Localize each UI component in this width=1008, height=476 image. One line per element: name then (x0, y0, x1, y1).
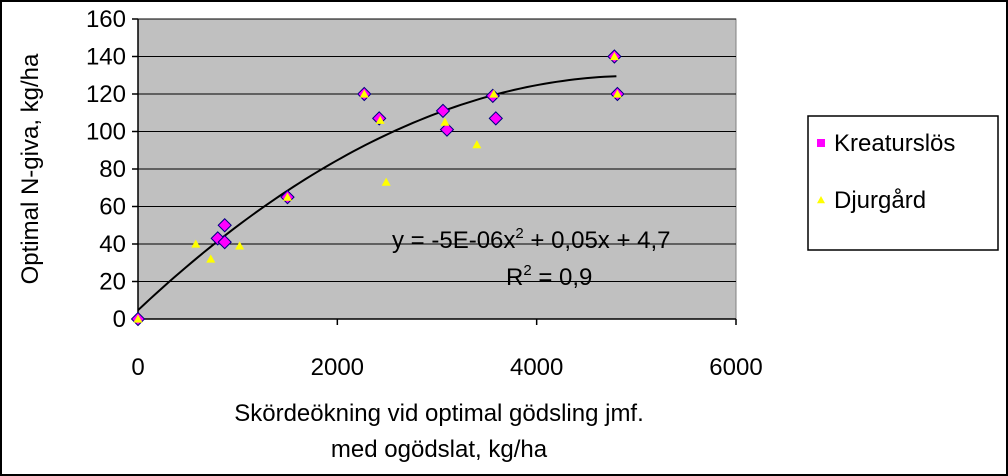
y-tick-label: 40 (99, 231, 126, 258)
point-djurgard (235, 241, 245, 250)
legend-label: Kreaturslös (834, 130, 955, 157)
equation-exponent: 2 (515, 225, 523, 242)
point-kreaturslos (435, 103, 451, 119)
trendline-equation: y = -5E-06x2 + 0,05x + 4,7 (392, 225, 671, 254)
x-tick-label: 6000 (709, 354, 762, 381)
y-tick-label: 60 (99, 194, 126, 221)
x-tick-label: 2000 (311, 354, 364, 381)
x-tick-label: 4000 (510, 354, 563, 381)
r2-text: R (506, 264, 523, 291)
point-djurgard (440, 117, 450, 126)
equation-text: y = -5E-06x (392, 227, 515, 254)
r2-text: = 0,9 (532, 264, 593, 291)
x-axis-title-line: med ogödslat, kg/ha (331, 436, 548, 463)
equation-text: + 0,05x + 4,7 (524, 227, 671, 254)
point-kreaturslos (217, 234, 232, 250)
point-djurgard (133, 314, 143, 323)
point-djurgard (489, 89, 499, 98)
x-tick-label: 0 (131, 354, 144, 381)
point-djurgard (612, 89, 622, 98)
point-kreaturslos (217, 218, 232, 233)
y-tick-label: 140 (86, 44, 126, 71)
point-djurgard (381, 177, 391, 186)
legend-box (807, 115, 999, 251)
point-djurgard (609, 52, 619, 61)
r2-exponent: 2 (523, 262, 531, 279)
point-djurgard (472, 140, 482, 149)
r-squared-label: R2 = 0,9 (506, 262, 592, 291)
point-djurgard (283, 192, 292, 201)
point-djurgard (359, 89, 369, 98)
point-djurgard (375, 115, 385, 124)
point-kreaturslos (439, 122, 455, 137)
y-tick-label: 0 (113, 306, 126, 333)
point-djurgard (206, 254, 216, 263)
legend-swatch-djurgard (817, 196, 825, 204)
y-tick-label: 20 (99, 269, 126, 296)
point-djurgard (191, 239, 201, 248)
y-tick-label: 160 (86, 6, 126, 33)
legend-label: Djurgård (834, 187, 926, 214)
y-tick-label: 80 (99, 156, 126, 183)
point-kreaturslos (488, 111, 504, 126)
y-tick-label: 100 (86, 119, 126, 146)
y-tick-label: 120 (86, 81, 126, 108)
y-axis-title: Optimal N-giva, kg/ha (17, 53, 44, 284)
legend-swatch-kreaturslos (817, 139, 825, 147)
x-axis-title-line: Skördeökning vid optimal gödsling jmf. (234, 400, 644, 427)
